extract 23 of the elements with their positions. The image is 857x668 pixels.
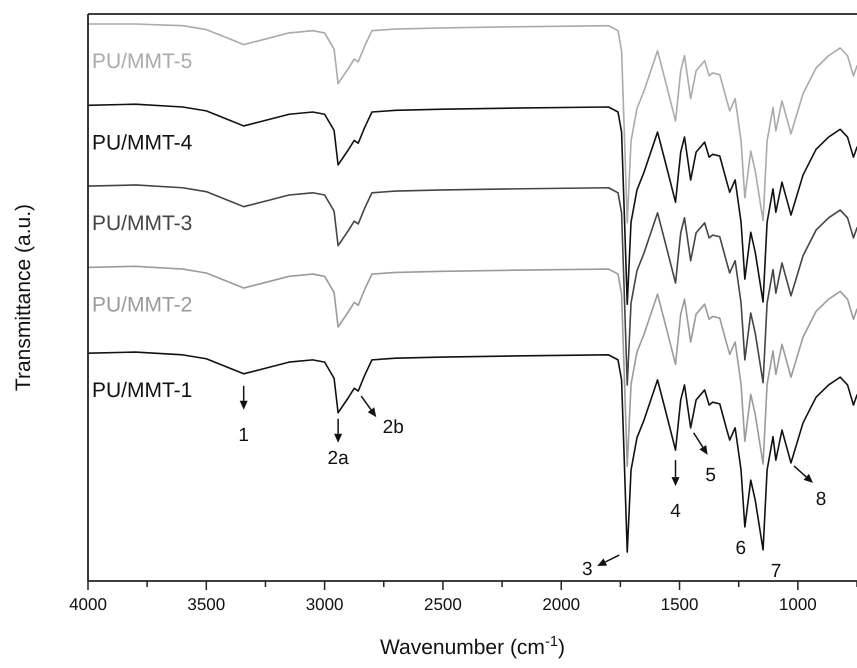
annotation: 4: [670, 501, 682, 522]
series-label: PU/MMT-5: [92, 50, 192, 73]
legend-label: PU/MMT-1: [92, 379, 192, 402]
x-tick-label: 2500: [424, 595, 462, 614]
x-tick-label: 1000: [778, 595, 817, 614]
annotation: 7: [770, 560, 782, 582]
x-tick-label: 2000: [542, 595, 580, 614]
x-tick-label: 3500: [187, 595, 226, 614]
series-label: PU/MMT-3: [92, 212, 192, 236]
annotation: 2b: [382, 417, 404, 438]
annotation: 3: [582, 559, 593, 580]
series-label: PU/MMT-2: [92, 293, 192, 316]
annotation: 8: [816, 488, 826, 510]
annotation: 2a: [328, 448, 350, 469]
annotation: 1: [238, 424, 249, 446]
y-axis-title: Transmittance (a.u.): [12, 204, 35, 392]
series-label: PU/MMT-4: [92, 131, 193, 154]
x-axis-title: Wavenumber (cm$^{-1}$): [380, 634, 565, 659]
x-tick-label: 4000: [69, 595, 107, 614]
x-tick-label: 1500: [660, 595, 698, 614]
annotation: 5: [705, 464, 716, 486]
annotation: 6: [736, 538, 746, 559]
x-tick-label: 3000: [306, 595, 344, 614]
